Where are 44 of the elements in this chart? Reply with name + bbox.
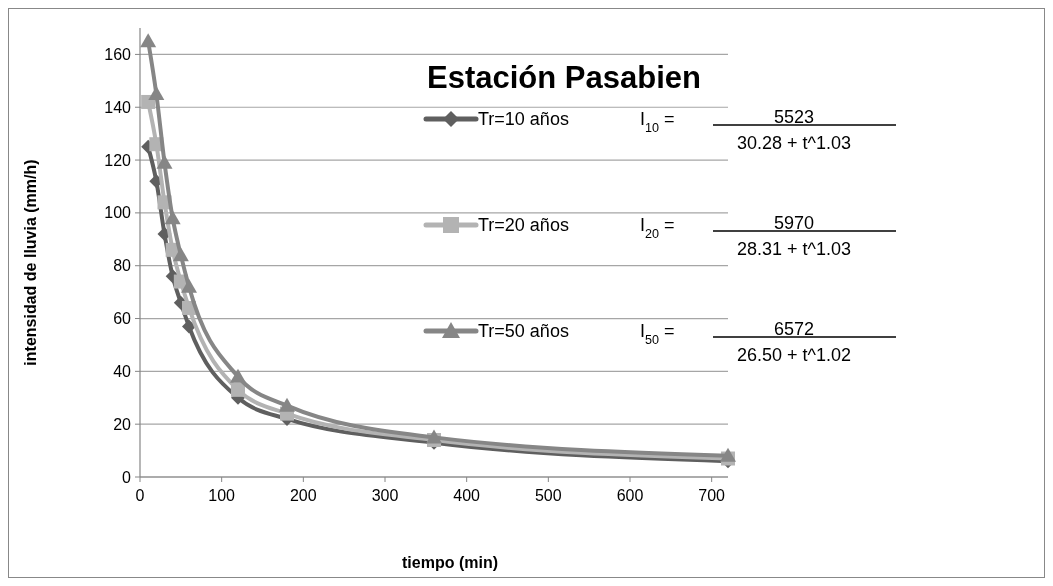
y-tick-label: 0 xyxy=(122,468,132,486)
text: 26.50 + t^1.02 xyxy=(736,345,852,365)
y-tick-label: 40 xyxy=(113,362,132,380)
y-tick-label: 140 xyxy=(104,98,132,116)
point xyxy=(181,278,197,293)
y-tick-label: 20 xyxy=(113,415,132,433)
text: 30.28 + t^1.03 xyxy=(736,133,852,153)
point xyxy=(426,429,442,444)
annotation: I$_{10}$ = xyxy=(640,109,675,136)
point xyxy=(279,397,295,412)
point xyxy=(140,33,157,48)
legend-label: Tr=10 años xyxy=(478,109,569,130)
x-axis-title: tiempo (min) xyxy=(402,554,498,571)
text: 28.31 + t^1.03 xyxy=(736,239,852,259)
y-tick-label: 100 xyxy=(104,204,132,222)
y-axis-title: intensidad de lluvia (mm/h) xyxy=(22,159,39,366)
text: 5523 xyxy=(773,106,815,127)
y-tick-label: 120 xyxy=(104,151,132,169)
point xyxy=(172,247,189,262)
text: 6572 xyxy=(773,318,815,339)
legend-label: Tr=50 años xyxy=(478,321,569,342)
x-tick-label: 0 xyxy=(135,487,145,504)
y-tick-label: 80 xyxy=(113,257,132,275)
text: 5970 xyxy=(773,212,815,233)
x-tick-label: 200 xyxy=(289,487,317,504)
x-tick-label: 300 xyxy=(371,487,399,504)
point xyxy=(156,154,173,169)
x-tick-label: 100 xyxy=(208,487,236,504)
x-tick-label: 500 xyxy=(534,487,562,504)
annotation: I$_{50}$ = xyxy=(640,321,675,348)
point xyxy=(182,319,196,334)
y-tick-label: 160 xyxy=(104,46,132,64)
point xyxy=(231,382,245,397)
point xyxy=(720,447,736,462)
annotation: I$_{20}$ = xyxy=(640,215,675,242)
y-tick-label: 60 xyxy=(113,310,132,328)
text: Estación Pasabien xyxy=(427,60,701,95)
x-tick-label: 700 xyxy=(698,487,726,504)
legend-label: Tr=20 años xyxy=(478,215,569,236)
point xyxy=(164,210,181,225)
point xyxy=(148,86,165,101)
point xyxy=(230,368,246,383)
x-tick-label: 600 xyxy=(616,487,644,504)
x-tick-label: 400 xyxy=(453,487,481,504)
